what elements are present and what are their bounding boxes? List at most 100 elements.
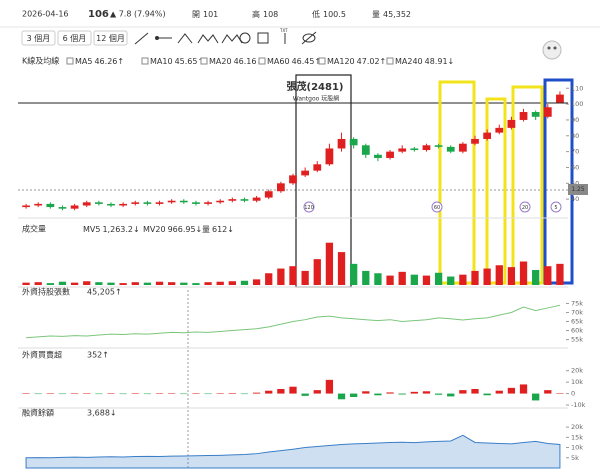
panel-title: 成交量 [22,224,46,234]
y-tick-label: 60k [571,327,583,335]
stat-label: 低 [312,9,320,19]
bar [386,275,394,285]
stat-value: 101 [203,10,218,19]
bar [398,393,406,395]
area [25,434,561,469]
legend-item: MA60 46.45↑ [267,57,321,66]
legend-item: MV5 1,263.2↓ [83,225,140,234]
legend-value: 612↓ [212,225,234,234]
bar [532,269,540,285]
legend-checkbox[interactable] [66,57,74,65]
stock-title: 張茂(2481) [287,80,344,93]
ma-marker-label: 60 [434,205,440,211]
legend-item: MA20 46.16↓ [209,57,263,66]
candle-body [216,200,225,203]
price: 106 [88,9,109,20]
bar [556,393,564,394]
bar [447,276,455,285]
legend-value: 46.45↑ [292,57,322,66]
range-label[interactable]: 3 個月 [27,33,51,43]
candle-body [155,202,164,204]
bar [325,379,334,394]
legend-checkbox[interactable] [386,57,394,65]
bar [228,281,236,285]
candle-body [458,143,467,152]
legend-name: MA20 [209,57,232,66]
legend-name: MV5 [83,225,100,234]
candle-body [94,202,103,204]
legend-checkbox[interactable] [200,57,208,65]
candle-body [471,138,479,144]
y-tick-label: 70 [571,148,579,156]
y-tick-label: 65k [571,318,583,326]
candle-body [543,107,552,117]
bar [410,391,418,394]
legend-value: 46.26↑ [94,57,124,66]
y-tick-label: 0 [571,390,575,398]
y-tick-label: 15k [571,433,583,441]
candle-body [276,183,285,192]
stat-label: 開 [192,10,200,19]
legend-value: 966.95↓ [168,225,203,234]
candle-body [107,203,115,206]
legend-checkbox[interactable] [141,57,149,65]
bar [277,268,285,285]
bar [155,281,164,285]
bar [483,393,491,396]
bar [265,273,273,285]
ma-marker [431,201,443,213]
range-button[interactable] [21,30,56,46]
legend-value: 45.65↑ [175,57,205,66]
legend-checkbox[interactable] [258,57,266,65]
y-tick-label: 55k [571,336,583,344]
range-button[interactable] [57,30,92,46]
bar [447,393,455,397]
range-label[interactable]: 6 個月 [63,33,87,43]
bar [265,390,273,394]
bar [240,393,249,395]
range-button[interactable] [93,30,128,46]
legend-checkbox[interactable] [318,57,326,65]
candle-body [374,154,382,158]
candle-body [22,205,30,208]
legend-title: K線及均線 [22,56,59,66]
bar [519,384,528,394]
bar [168,282,176,285]
candle-body [34,203,43,206]
candle-body [179,200,188,203]
stat: 低 100.5 [312,9,346,19]
legend-name: MA5 [75,57,92,66]
bar [58,281,67,285]
stat-value: 100.5 [323,10,346,19]
y-tick-label: 60 [571,163,579,171]
candle-body [143,202,152,204]
panel-borders [18,217,568,409]
candle-body [252,197,261,201]
bar [180,393,188,395]
drawing-tools[interactable] [134,31,317,45]
bar [422,275,431,285]
range-label[interactable]: 12 個月 [96,33,125,43]
legend-value: 47.02↑ [357,57,387,66]
bar [483,268,491,285]
bar [544,266,552,285]
price-change: ▲ 7.8 (7.94%) [110,10,166,19]
bar [398,271,406,285]
panel-title: 外資持股張數 [22,287,70,297]
bar [180,282,188,285]
legend-name: MV20 [143,225,166,234]
candle-body [325,148,334,165]
bar [204,393,212,395]
legend-value: 46.16↓ [234,57,264,66]
highlight-box [438,80,476,285]
bar [519,261,528,285]
text-tool-label: TXT [279,28,288,33]
candle-body [289,175,297,184]
ma-marker-label: 20 [522,205,528,211]
y-tick-label: 90 [571,116,579,124]
y-tick-label: 75k [571,299,583,307]
candle-body [204,202,212,204]
line [26,304,561,339]
bar [507,387,516,394]
bar [119,283,127,285]
